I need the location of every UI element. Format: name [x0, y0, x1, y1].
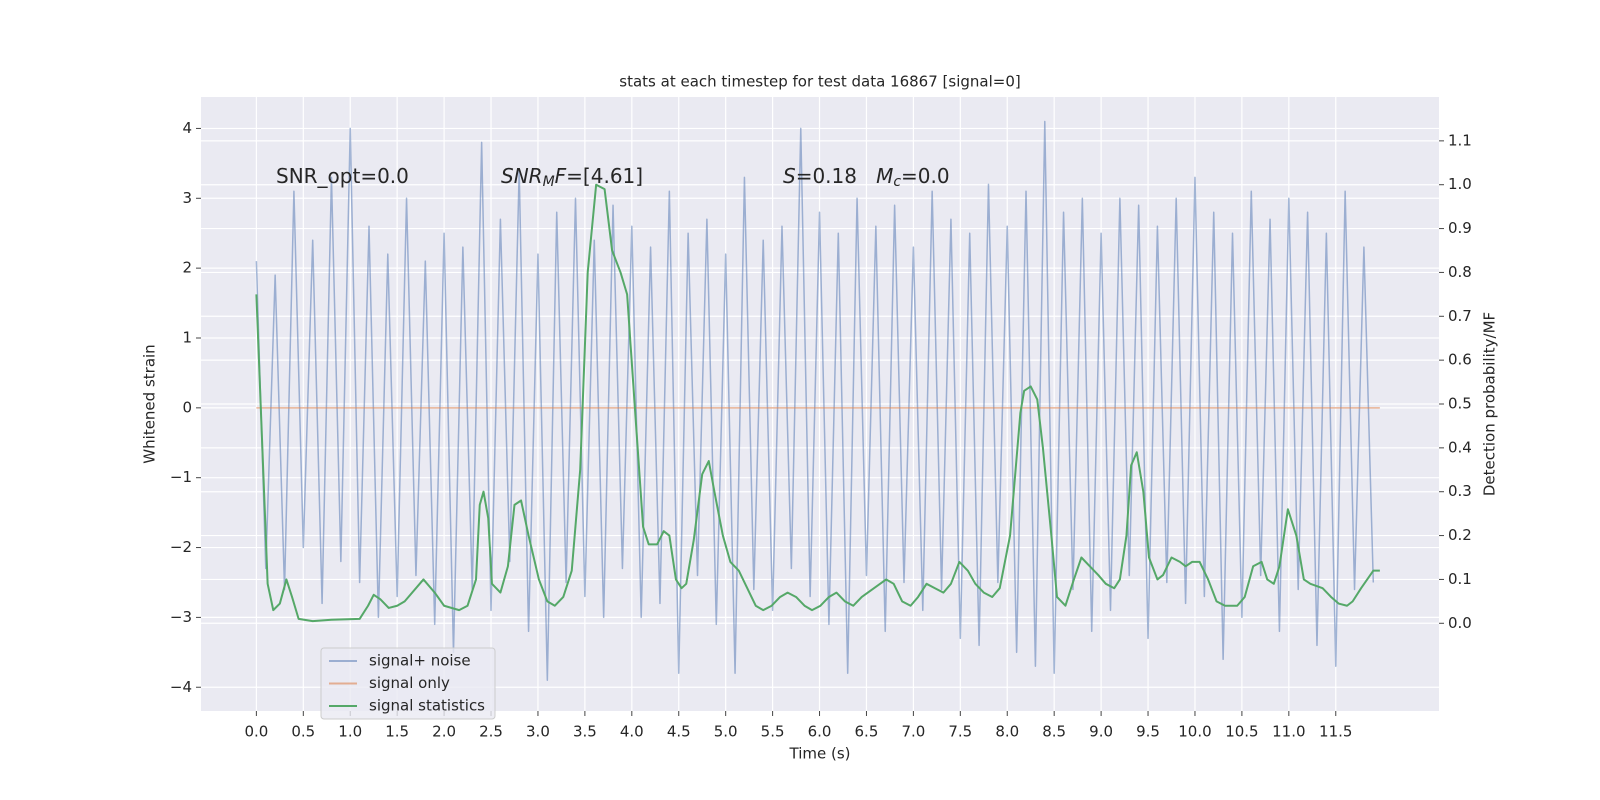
y-tick-label: −3	[170, 608, 192, 626]
y2-tick-label: 0.8	[1448, 263, 1472, 281]
y-tick-label: 3	[182, 189, 192, 207]
y-tick-label: −1	[170, 468, 192, 486]
y-tick-label: 4	[182, 119, 192, 137]
y-axis-label: Whitened strain	[141, 344, 159, 463]
legend-label: signal+ noise	[369, 652, 471, 670]
x-tick-label: 9.0	[1089, 723, 1113, 741]
x-tick-label: 7.0	[901, 723, 925, 741]
x-tick-label: 2.5	[479, 723, 503, 741]
annotation-part: =[4.61]	[566, 164, 643, 188]
y2-tick-label: 0.9	[1448, 219, 1472, 237]
x-tick-label: 5.5	[761, 723, 785, 741]
y2-tick-label: 1.1	[1448, 131, 1472, 149]
annotation-part: F	[555, 164, 567, 188]
y2-tick-label: 0.0	[1448, 614, 1472, 632]
annotation: SNR_opt=0.0	[276, 164, 409, 188]
x-tick-label: 11.0	[1272, 723, 1305, 741]
y2-tick-label: 0.7	[1448, 307, 1472, 325]
annotation: SNRMF=[4.61]	[501, 164, 643, 191]
y-tick-label: 1	[182, 328, 192, 346]
x-tick-label: 0.0	[244, 723, 268, 741]
annotation-part: SNR_opt=0.0	[276, 164, 409, 188]
y2-tick-label: 0.2	[1448, 526, 1472, 544]
x-tick-label: 3.5	[573, 723, 597, 741]
x-tick-label: 4.5	[667, 723, 691, 741]
y2-axis-label: Detection probability/MF	[1481, 312, 1499, 496]
legend-box	[320, 647, 496, 720]
x-tick-label: 0.5	[291, 723, 315, 741]
x-tick-label: 9.5	[1136, 723, 1160, 741]
x-tick-label: 5.0	[714, 723, 738, 741]
y2-tick-label: 0.6	[1448, 351, 1472, 369]
legend: signal+ noise signal only signal statistic…	[320, 647, 496, 720]
series-line	[255, 120, 1375, 682]
x-tick-label: 10.0	[1178, 723, 1211, 741]
series-line	[255, 183, 1380, 623]
annotation-part: c	[893, 174, 901, 190]
y-tick-label: 2	[182, 259, 192, 277]
y-tick-label: −4	[170, 678, 192, 696]
annotation-part: S	[783, 164, 796, 188]
x-tick-label: 7.5	[948, 723, 972, 741]
legend-label: signal statistics	[369, 697, 485, 715]
y2-tick-label: 0.5	[1448, 395, 1472, 413]
x-tick-label: 6.0	[808, 723, 832, 741]
annotation: S=0.18 Mc=0.0	[783, 164, 950, 191]
x-tick-label: 11.5	[1319, 723, 1352, 741]
annotation-part: SNR	[501, 164, 543, 188]
y2-tick-label: 1.0	[1448, 175, 1472, 193]
x-tick-label: 1.5	[385, 723, 409, 741]
x-tick-label: 6.5	[855, 723, 879, 741]
x-tick-label: 8.5	[1042, 723, 1066, 741]
y2-tick-label: 0.4	[1448, 438, 1472, 456]
annotation-part: M	[543, 174, 555, 190]
y-tick-label: 0	[182, 398, 192, 416]
chart-title: stats at each timestep for test data 168…	[619, 73, 1020, 91]
x-tick-label: 2.0	[432, 723, 456, 741]
x-tick-label: 8.0	[995, 723, 1019, 741]
annotation-part: M	[876, 164, 893, 188]
annotation-part: =0.0	[901, 164, 950, 188]
y2-tick-label: 0.1	[1448, 570, 1472, 588]
annotation-part: =0.18	[796, 164, 876, 188]
legend-label: signal only	[369, 674, 450, 692]
y-tick-label: −2	[170, 538, 192, 556]
x-axis-label: Time (s)	[789, 745, 851, 763]
x-tick-label: 1.0	[338, 723, 362, 741]
x-tick-label: 4.0	[620, 723, 644, 741]
x-tick-label: 3.0	[526, 723, 550, 741]
y2-tick-label: 0.3	[1448, 482, 1472, 500]
x-tick-label: 10.5	[1225, 723, 1258, 741]
